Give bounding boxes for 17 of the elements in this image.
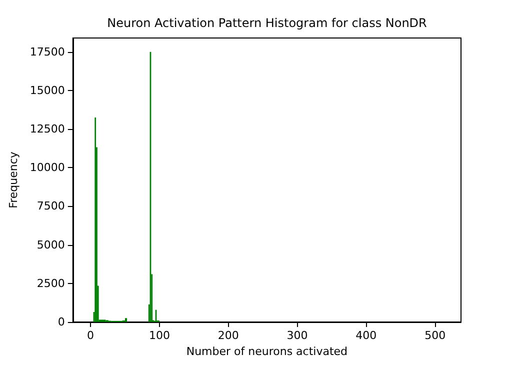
y-tick-label: 17500 <box>30 45 65 58</box>
x-tick-label: 200 <box>218 329 239 342</box>
y-tick-label: 5000 <box>36 238 65 252</box>
x-axis-title: Number of neurons activated <box>186 344 348 358</box>
x-tick-label: 100 <box>148 329 170 342</box>
y-tick-label: 0 <box>58 316 65 328</box>
chart-title: Neuron Activation Pattern Histogram for class NonDR <box>107 16 427 30</box>
y-tick-label: 10000 <box>30 161 65 174</box>
y-tick-label: 12500 <box>30 122 65 136</box>
y-tick-label: 15000 <box>30 84 65 97</box>
y-tick-label: 2500 <box>36 276 65 290</box>
x-tick-label: 400 <box>356 329 377 342</box>
x-tick-label: 0 <box>87 329 94 342</box>
x-tick-label: 500 <box>424 329 446 342</box>
y-tick-label: 7500 <box>36 200 65 213</box>
x-tick-label: 300 <box>286 329 308 342</box>
y-axis-title: Frequency <box>7 151 20 208</box>
